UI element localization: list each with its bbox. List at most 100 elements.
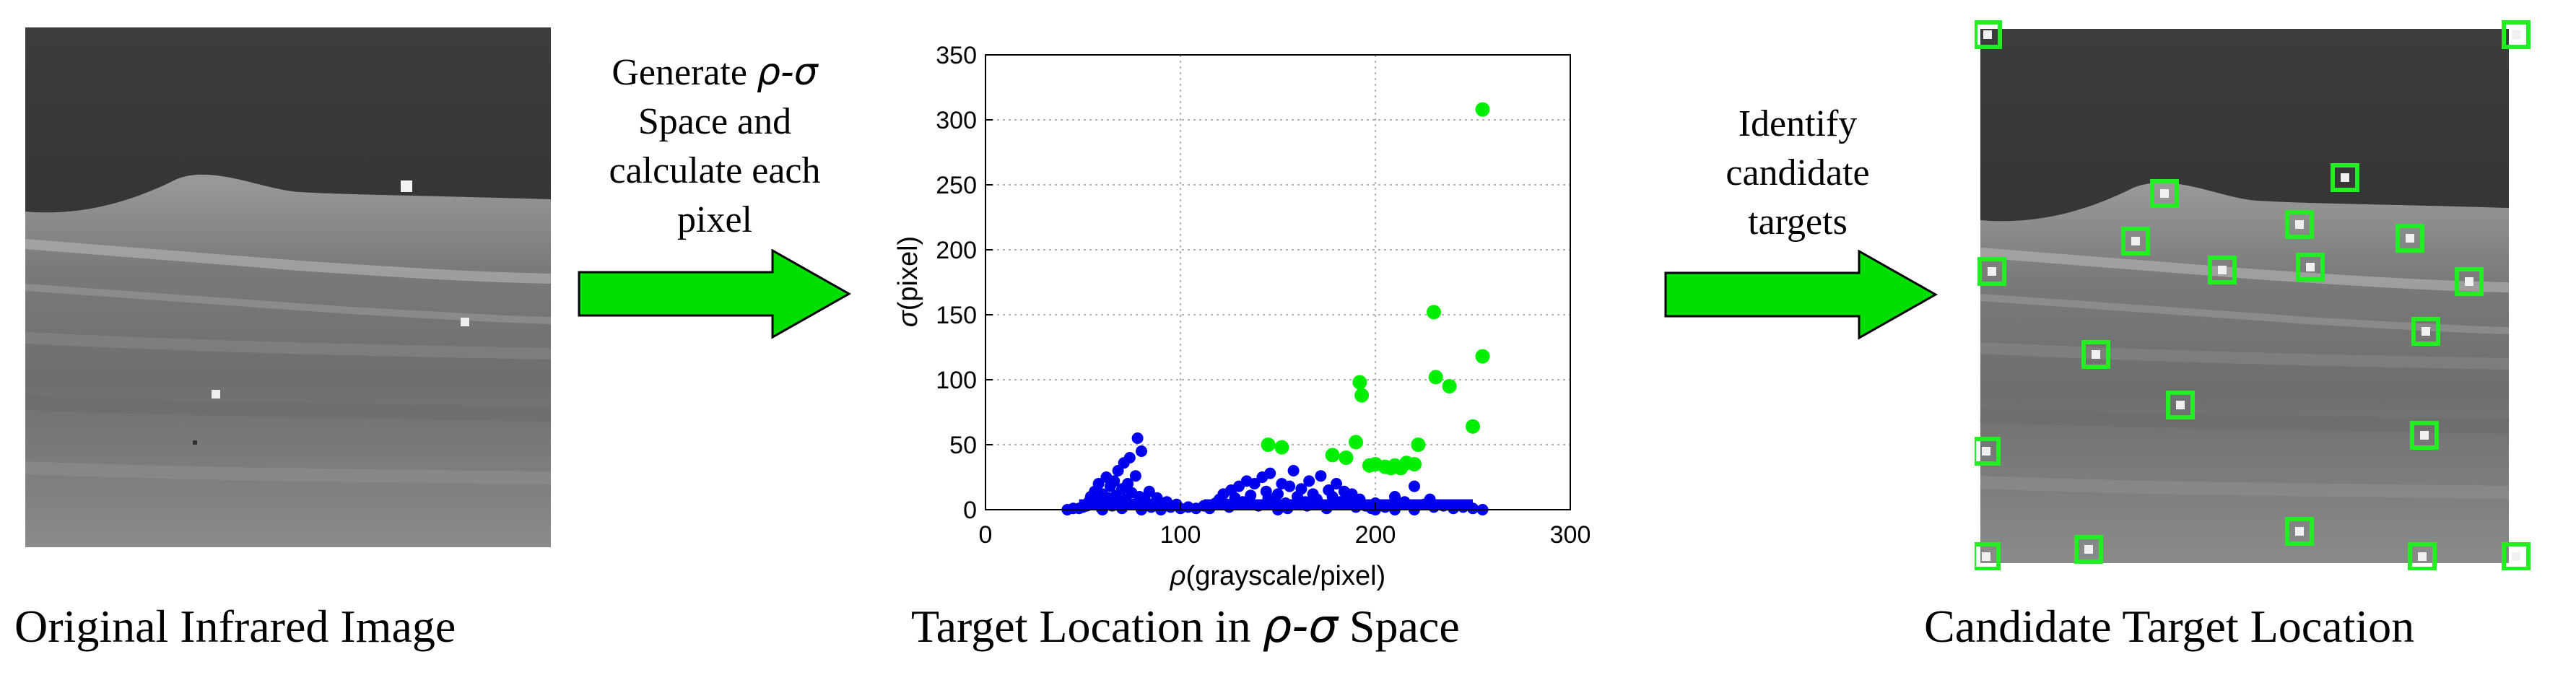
candidate-target-pixel	[2306, 263, 2315, 271]
candidate-target-box	[2121, 227, 2150, 256]
candidate-target-point	[1475, 102, 1490, 117]
candidate-target-point	[1325, 448, 1340, 463]
background-pixel-point	[1248, 478, 1261, 489]
candidate-target-point	[1442, 379, 1457, 393]
candidate-target-image	[1975, 20, 2531, 570]
candidate-target-box	[2502, 542, 2531, 570]
candidate-target-box	[2408, 542, 2437, 570]
background-pixel-point	[1223, 501, 1235, 513]
y-tick-label: 250	[936, 172, 977, 199]
candidate-target-box	[2410, 421, 2439, 450]
background-pixel-point	[1282, 502, 1294, 515]
candidate-target-box	[2455, 267, 2484, 296]
candidate-target-box	[2396, 224, 2424, 253]
background-pixel-point	[1129, 470, 1141, 482]
candidate-target-pixel	[2092, 350, 2100, 359]
candidate-target-point	[1339, 450, 1354, 465]
candidate-target-box	[2081, 340, 2110, 369]
candidate-target-point	[1407, 457, 1422, 471]
background-pixel-point	[1428, 501, 1440, 513]
candidate-target-box	[1975, 542, 2001, 570]
candidate-target-pixel	[1988, 267, 1996, 276]
candidate-target-pixel	[1982, 447, 1990, 456]
background-pixel-point	[1092, 478, 1105, 489]
background-pixel-point	[1311, 493, 1323, 505]
first-arrow-label: Generate ρ-σ Space and calculate each pi…	[609, 51, 821, 240]
background-pixel-point	[1243, 497, 1255, 509]
candidate-target-pixel	[2465, 277, 2473, 286]
candidate-target-box	[2208, 256, 2237, 284]
plot-frame	[985, 54, 1571, 510]
right-arrow-icon	[1664, 250, 1938, 340]
candidate-target-point	[1466, 419, 1480, 434]
candidate-target-box	[1977, 257, 2006, 286]
background-pixel-point	[1301, 500, 1313, 512]
candidate-target-pixel	[2406, 234, 2414, 243]
candidate-target-box	[2502, 20, 2531, 49]
left-caption: Original Infrared Image	[14, 601, 456, 652]
candidate-target-pixel	[2512, 552, 2520, 561]
bright-target-pixel	[401, 180, 412, 192]
y-axis-label: σ(pixel)	[893, 236, 923, 327]
background-pixel-point	[1331, 478, 1342, 489]
candidate-target-box	[2296, 253, 2325, 282]
candidate-target-pixel	[2084, 545, 2093, 554]
candidate-target-pixel	[2176, 401, 2185, 409]
candidate-target-box	[2166, 391, 2195, 419]
x-tick-label: 300	[1550, 521, 1591, 549]
candidate-target-point	[1349, 435, 1363, 450]
background-pixel-point	[1320, 502, 1333, 515]
rho-sigma-scatter-chart: 0 100 200 300 0 50 100 150 200 250 300 350 σ(pixel)…	[893, 42, 1591, 591]
y-tick-label: 300	[936, 107, 977, 134]
background-pixel-point	[1262, 492, 1274, 504]
candidate-target-box	[1975, 20, 2002, 49]
background-pixel-point	[1253, 500, 1264, 512]
candidate-target-point	[1261, 437, 1276, 452]
candidate-target-point	[1428, 370, 1443, 385]
x-tick-label: 0	[979, 521, 993, 549]
background-pixel-point	[1131, 432, 1144, 444]
bright-target-pixel	[212, 390, 220, 399]
background-pixel-point	[1122, 478, 1134, 489]
background-pixel-point	[1467, 502, 1479, 515]
background-pixel-point	[1457, 501, 1469, 513]
background-pixel-point	[1143, 485, 1155, 497]
candidate-target-point	[1354, 388, 1370, 403]
candidate-target-pixel	[2421, 327, 2430, 336]
candidate-target-pixel	[2512, 30, 2520, 39]
background-pixel-point	[1295, 483, 1307, 495]
candidate-target-box	[2150, 179, 2179, 208]
background-pixel-point	[1437, 500, 1450, 512]
y-tick-label: 0	[963, 497, 977, 524]
background-pixel-point	[1123, 452, 1136, 463]
background-pixel-point	[1116, 502, 1128, 515]
candidate-target-point	[1475, 349, 1490, 364]
candidate-target-box	[2074, 535, 2103, 564]
y-tick-label: 100	[936, 367, 977, 394]
background-pixel-point	[1379, 501, 1391, 513]
background-pixel-point	[1204, 502, 1216, 515]
background-pixel-point	[1389, 491, 1401, 502]
second-arrow-label: Identify candidate targets	[1726, 103, 1870, 243]
background-pixel-point	[1409, 480, 1420, 492]
candidate-target-pixel	[2218, 266, 2227, 274]
candidate-target-point	[1352, 375, 1367, 390]
candidate-target-pixel	[2160, 189, 2169, 198]
candidate-target-box	[2331, 163, 2359, 192]
background-pixel-point	[1287, 465, 1300, 476]
background-pixel-point	[1315, 470, 1327, 482]
candidate-target-pixel	[1982, 552, 1990, 561]
background-pixel-point	[1284, 480, 1296, 492]
y-tick-label: 50	[949, 432, 977, 459]
background-pixel-point	[1272, 488, 1284, 500]
y-tick-label: 350	[936, 42, 977, 69]
candidate-target-box	[2411, 317, 2440, 346]
x-tick-label: 100	[1160, 521, 1201, 549]
y-tick-label: 150	[936, 302, 977, 329]
candidate-target-box	[2285, 517, 2314, 546]
candidate-target-pixel	[2418, 552, 2427, 561]
background-pixel-point	[1303, 475, 1315, 487]
original-infrared-image	[25, 27, 551, 547]
x-tick-label: 200	[1355, 521, 1396, 549]
candidate-target-point	[1427, 305, 1441, 320]
